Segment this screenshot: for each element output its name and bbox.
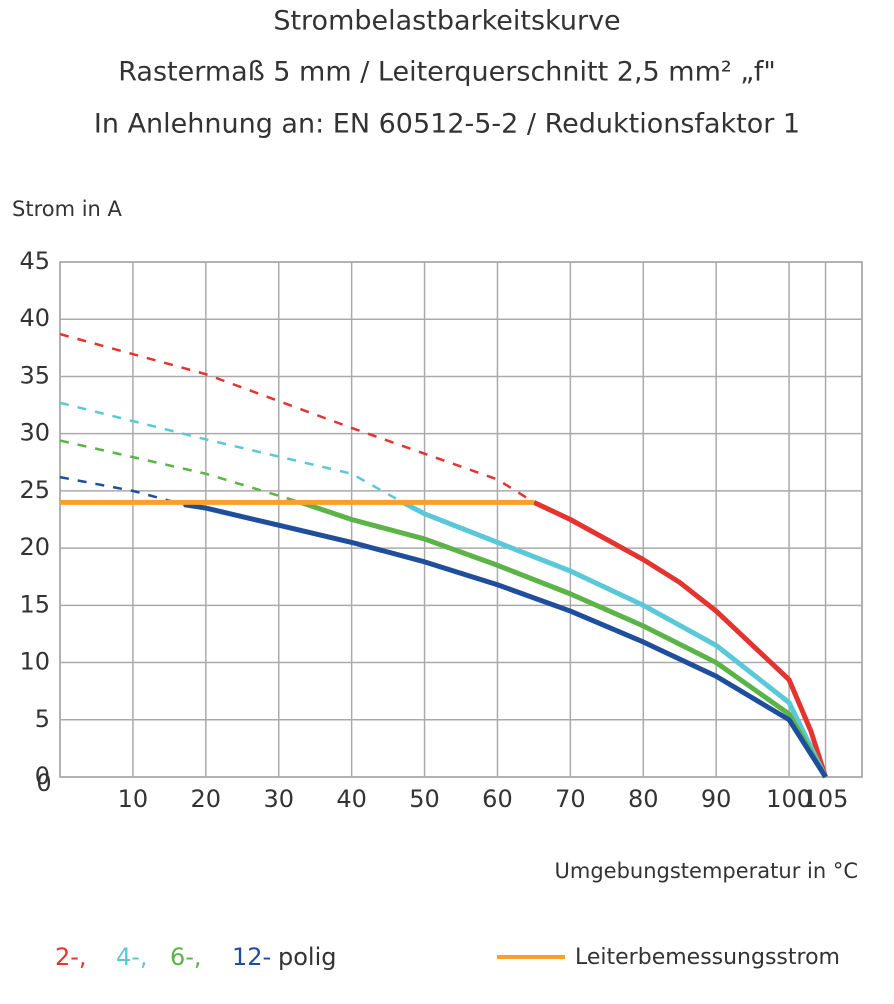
- legend-suffix: polig: [278, 943, 337, 971]
- title-line: Strombelastbarkeitskurve: [273, 6, 620, 37]
- series-line: [532, 500, 828, 778]
- y-tick-label: 45: [19, 247, 50, 275]
- x-tick-label: 20: [191, 785, 222, 813]
- x-tick-label: 100: [766, 785, 812, 813]
- x-tick-label: 60: [482, 785, 513, 813]
- x-tick-label: 40: [336, 785, 367, 813]
- y-tick-label: 15: [19, 590, 50, 618]
- y-tick-label: 25: [19, 476, 50, 504]
- x-tick-label: 50: [409, 785, 440, 813]
- y-tick-label: 30: [19, 419, 50, 447]
- legend-label: 2-,: [55, 943, 87, 971]
- x-tick-label: 30: [263, 785, 294, 813]
- title-line: Rastermaß 5 mm / Leiterquerschnitt 2,5 m…: [118, 57, 776, 88]
- legend-label: 4-,: [116, 943, 148, 971]
- y-tick-label: 20: [19, 533, 50, 561]
- y-tick-label: 40: [19, 304, 50, 332]
- series-line: [299, 499, 828, 779]
- legend-label: 12-: [232, 943, 271, 971]
- legend-label: 6-,: [170, 943, 202, 971]
- legend-label: Leiterbemessungsstrom: [575, 945, 840, 970]
- title-line: In Anlehnung an: EN 60512-5-2 / Reduktio…: [94, 109, 800, 140]
- origin-label: 0: [36, 769, 51, 797]
- y-tick-label: 35: [19, 361, 50, 389]
- y-tick-label: 5: [35, 705, 50, 733]
- plot-frame: [59, 261, 863, 778]
- y-tick-label: 0: [35, 762, 50, 790]
- series-line: [183, 502, 828, 779]
- series-line-extrapolated: [59, 332, 535, 504]
- series-line: [401, 500, 828, 779]
- x-tick-label: 10: [118, 785, 149, 813]
- x-tick-label: 105: [803, 785, 849, 813]
- x-axis-label: Umgebungstemperatur in °C: [555, 859, 859, 883]
- series-line-extrapolated: [59, 439, 301, 504]
- x-tick-label: 80: [628, 785, 659, 813]
- y-tick-label: 10: [19, 648, 50, 676]
- x-tick-label: 90: [701, 785, 732, 813]
- series-line-extrapolated: [59, 401, 404, 504]
- y-axis-label: Strom in A: [12, 197, 123, 221]
- x-tick-label: 70: [555, 785, 586, 813]
